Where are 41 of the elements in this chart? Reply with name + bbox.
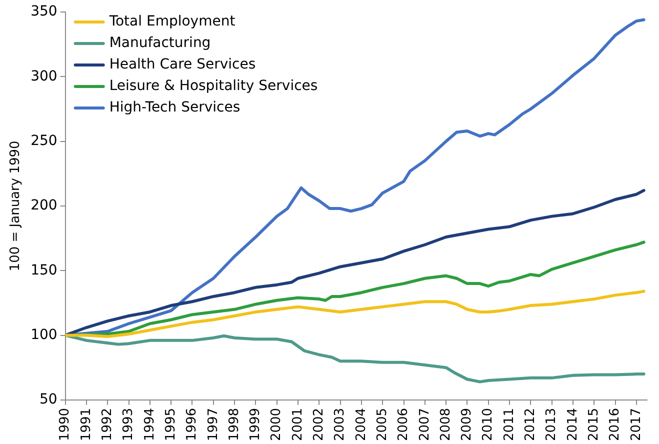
x-tick-label: 2004 — [354, 408, 369, 442]
legend-label: Total Employment — [108, 14, 236, 30]
x-tick-label: 2010 — [480, 408, 496, 442]
y-axis-title: 100 = January 1990 — [8, 140, 24, 272]
x-tick-label: 2017 — [628, 408, 644, 442]
x-tick-label: 2011 — [502, 408, 517, 442]
x-tick-label: 1998 — [226, 408, 242, 442]
x-tick-label: 2013 — [544, 408, 560, 442]
legend-label: Manufacturing — [109, 35, 211, 52]
x-tick-label: 2000 — [269, 408, 284, 442]
x-tick-label: 2003 — [332, 408, 348, 442]
x-tick-label: 1990 — [58, 408, 73, 442]
y-tick-label: 150 — [30, 262, 58, 278]
x-tick-label: 2005 — [374, 408, 390, 442]
x-tick-label: 2002 — [312, 408, 327, 442]
x-tick-label: 1992 — [100, 408, 115, 442]
x-tick-label: 2009 — [460, 408, 475, 442]
y-tick-label: 250 — [30, 132, 58, 149]
x-tick-label: 1999 — [248, 408, 264, 442]
x-tick-label: 2015 — [586, 408, 602, 442]
y-tick-label: 300 — [30, 68, 58, 84]
x-tick-label: 2012 — [523, 408, 538, 442]
x-tick-label: 1997 — [206, 408, 221, 442]
x-tick-label: 2007 — [417, 408, 432, 442]
y-tick-label: 50 — [39, 392, 58, 408]
x-tick-label: 1994 — [142, 408, 158, 442]
legend-label: Leisure & Hospitality Services — [109, 78, 318, 94]
x-tick-label: 1993 — [121, 408, 136, 442]
y-tick-label: 200 — [30, 198, 58, 214]
legend-label: Health Care Services — [109, 56, 256, 73]
x-tick-label: 1995 — [163, 408, 178, 442]
x-tick-label: 2016 — [608, 408, 623, 442]
x-tick-label: 2008 — [438, 408, 454, 442]
x-tick-label: 1991 — [78, 408, 94, 442]
x-tick-label: 2014 — [565, 408, 580, 442]
x-tick-label: 1996 — [184, 408, 200, 442]
x-tick-label: 2006 — [396, 408, 412, 442]
legend-label: High-Tech Services — [109, 100, 240, 116]
x-tick-label: 2001 — [290, 408, 306, 442]
y-tick-label: 350 — [30, 4, 58, 20]
y-tick-label: 100 — [30, 326, 58, 343]
